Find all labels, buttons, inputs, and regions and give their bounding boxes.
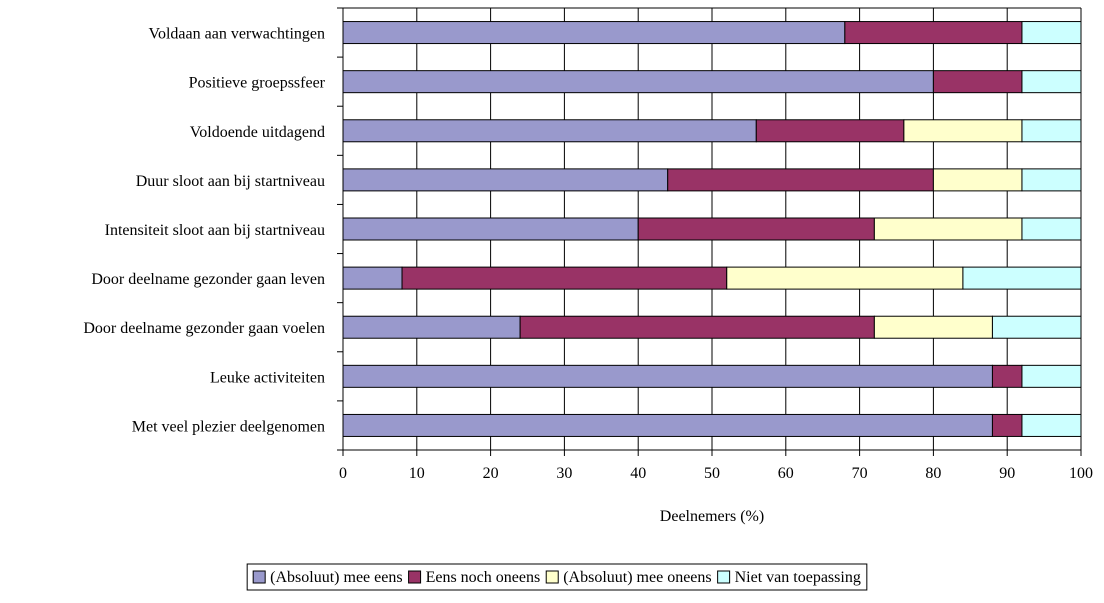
bar-segment-0-1	[844, 21, 1023, 45]
bar-segment-3-2	[932, 168, 1023, 192]
x-axis-title: Deelnemers (%)	[660, 508, 764, 525]
legend-item-1: Eens noch oneens	[408, 569, 541, 586]
x-tick-label-5: 50	[704, 465, 720, 482]
bar-segment-4-1	[637, 217, 875, 241]
bar-segment-6-1	[519, 315, 875, 339]
bar-segment-6-3	[991, 315, 1082, 339]
bar-segment-5-1	[401, 266, 728, 290]
bar-segment-2-1	[755, 119, 905, 143]
x-tick-label-6: 60	[778, 465, 794, 482]
legend-item-2: (Absoluut) mee oneens	[545, 569, 712, 586]
bar-segment-7-3	[1021, 364, 1082, 388]
x-tick-label-9: 90	[999, 465, 1015, 482]
bar-segment-3-1	[667, 168, 934, 192]
category-label-6: Door deelname gezonder gaan voelen	[83, 320, 325, 337]
bar-segment-2-2	[903, 119, 1023, 143]
bar-segment-1-0	[342, 70, 934, 94]
bar-segment-1-1	[932, 70, 1023, 94]
labels-layer: Voldaan aan verwachtingen Positieve groep…	[83, 26, 1093, 482]
category-label-5: Door deelname gezonder gaan leven	[91, 271, 325, 288]
bar-segment-7-1	[991, 364, 1023, 388]
bar-segment-4-0	[342, 217, 639, 241]
category-label-1: Positieve groepssfeer	[189, 75, 326, 92]
x-tick-label-4: 40	[630, 465, 646, 482]
bars-layer	[342, 21, 1082, 437]
bar-segment-7-0	[342, 364, 993, 388]
bar-segment-4-2	[873, 217, 1023, 241]
legend-swatch-3	[717, 570, 731, 584]
category-label-8: Met veel plezier deelgenomen	[132, 418, 325, 435]
bar-segment-5-0	[342, 266, 403, 290]
legend-item-0: (Absoluut) mee eens	[252, 569, 403, 586]
bar-segment-0-0	[342, 21, 846, 45]
bar-segment-6-0	[342, 315, 521, 339]
bar-segment-8-1	[991, 413, 1023, 437]
category-label-4: Intensiteit sloot aan bij startniveau	[105, 222, 325, 239]
bar-segment-0-3	[1021, 21, 1082, 45]
category-label-7: Leuke activiteiten	[210, 369, 325, 386]
legend-swatch-2	[545, 570, 559, 584]
x-tick-label-1: 10	[409, 465, 425, 482]
bar-segment-4-3	[1021, 217, 1082, 241]
x-tick-label-8: 80	[925, 465, 941, 482]
x-tick-label-10: 100	[1069, 465, 1093, 482]
x-tick-label-3: 30	[556, 465, 572, 482]
bar-segment-5-3	[962, 266, 1082, 290]
legend-label-2: (Absoluut) mee oneens	[563, 569, 711, 586]
x-tick-label-0: 0	[339, 465, 347, 482]
legend-swatch-0	[252, 570, 266, 584]
legend: (Absoluut) mee eens Eens noch oneens (Abso…	[246, 563, 868, 591]
legend-swatch-1	[408, 570, 422, 584]
bar-segment-2-0	[342, 119, 757, 143]
legend-label-0: (Absoluut) mee eens	[270, 569, 402, 586]
x-tick-label-2: 20	[483, 465, 499, 482]
bar-segment-1-3	[1021, 70, 1082, 94]
bar-segment-3-3	[1021, 168, 1082, 192]
bar-segment-2-3	[1021, 119, 1082, 143]
category-label-2: Voldoende uitdagend	[190, 124, 325, 141]
legend-item-3: Niet van toepassing	[717, 569, 861, 586]
bar-segment-3-0	[342, 168, 669, 192]
legend-items: (Absoluut) mee eens Eens noch oneens (Abso…	[252, 569, 861, 586]
bar-segment-8-3	[1021, 413, 1082, 437]
bar-segment-5-2	[726, 266, 964, 290]
category-label-0: Voldaan aan verwachtingen	[148, 26, 325, 43]
bar-segment-8-0	[342, 413, 993, 437]
legend-label-3: Niet van toepassing	[735, 569, 861, 586]
legend-label-1: Eens noch oneens	[426, 569, 541, 586]
bar-segment-6-2	[873, 315, 993, 339]
axes-layer	[337, 7, 1082, 456]
category-label-3: Duur sloot aan bij startniveau	[136, 173, 325, 190]
x-tick-label-7: 70	[852, 465, 868, 482]
